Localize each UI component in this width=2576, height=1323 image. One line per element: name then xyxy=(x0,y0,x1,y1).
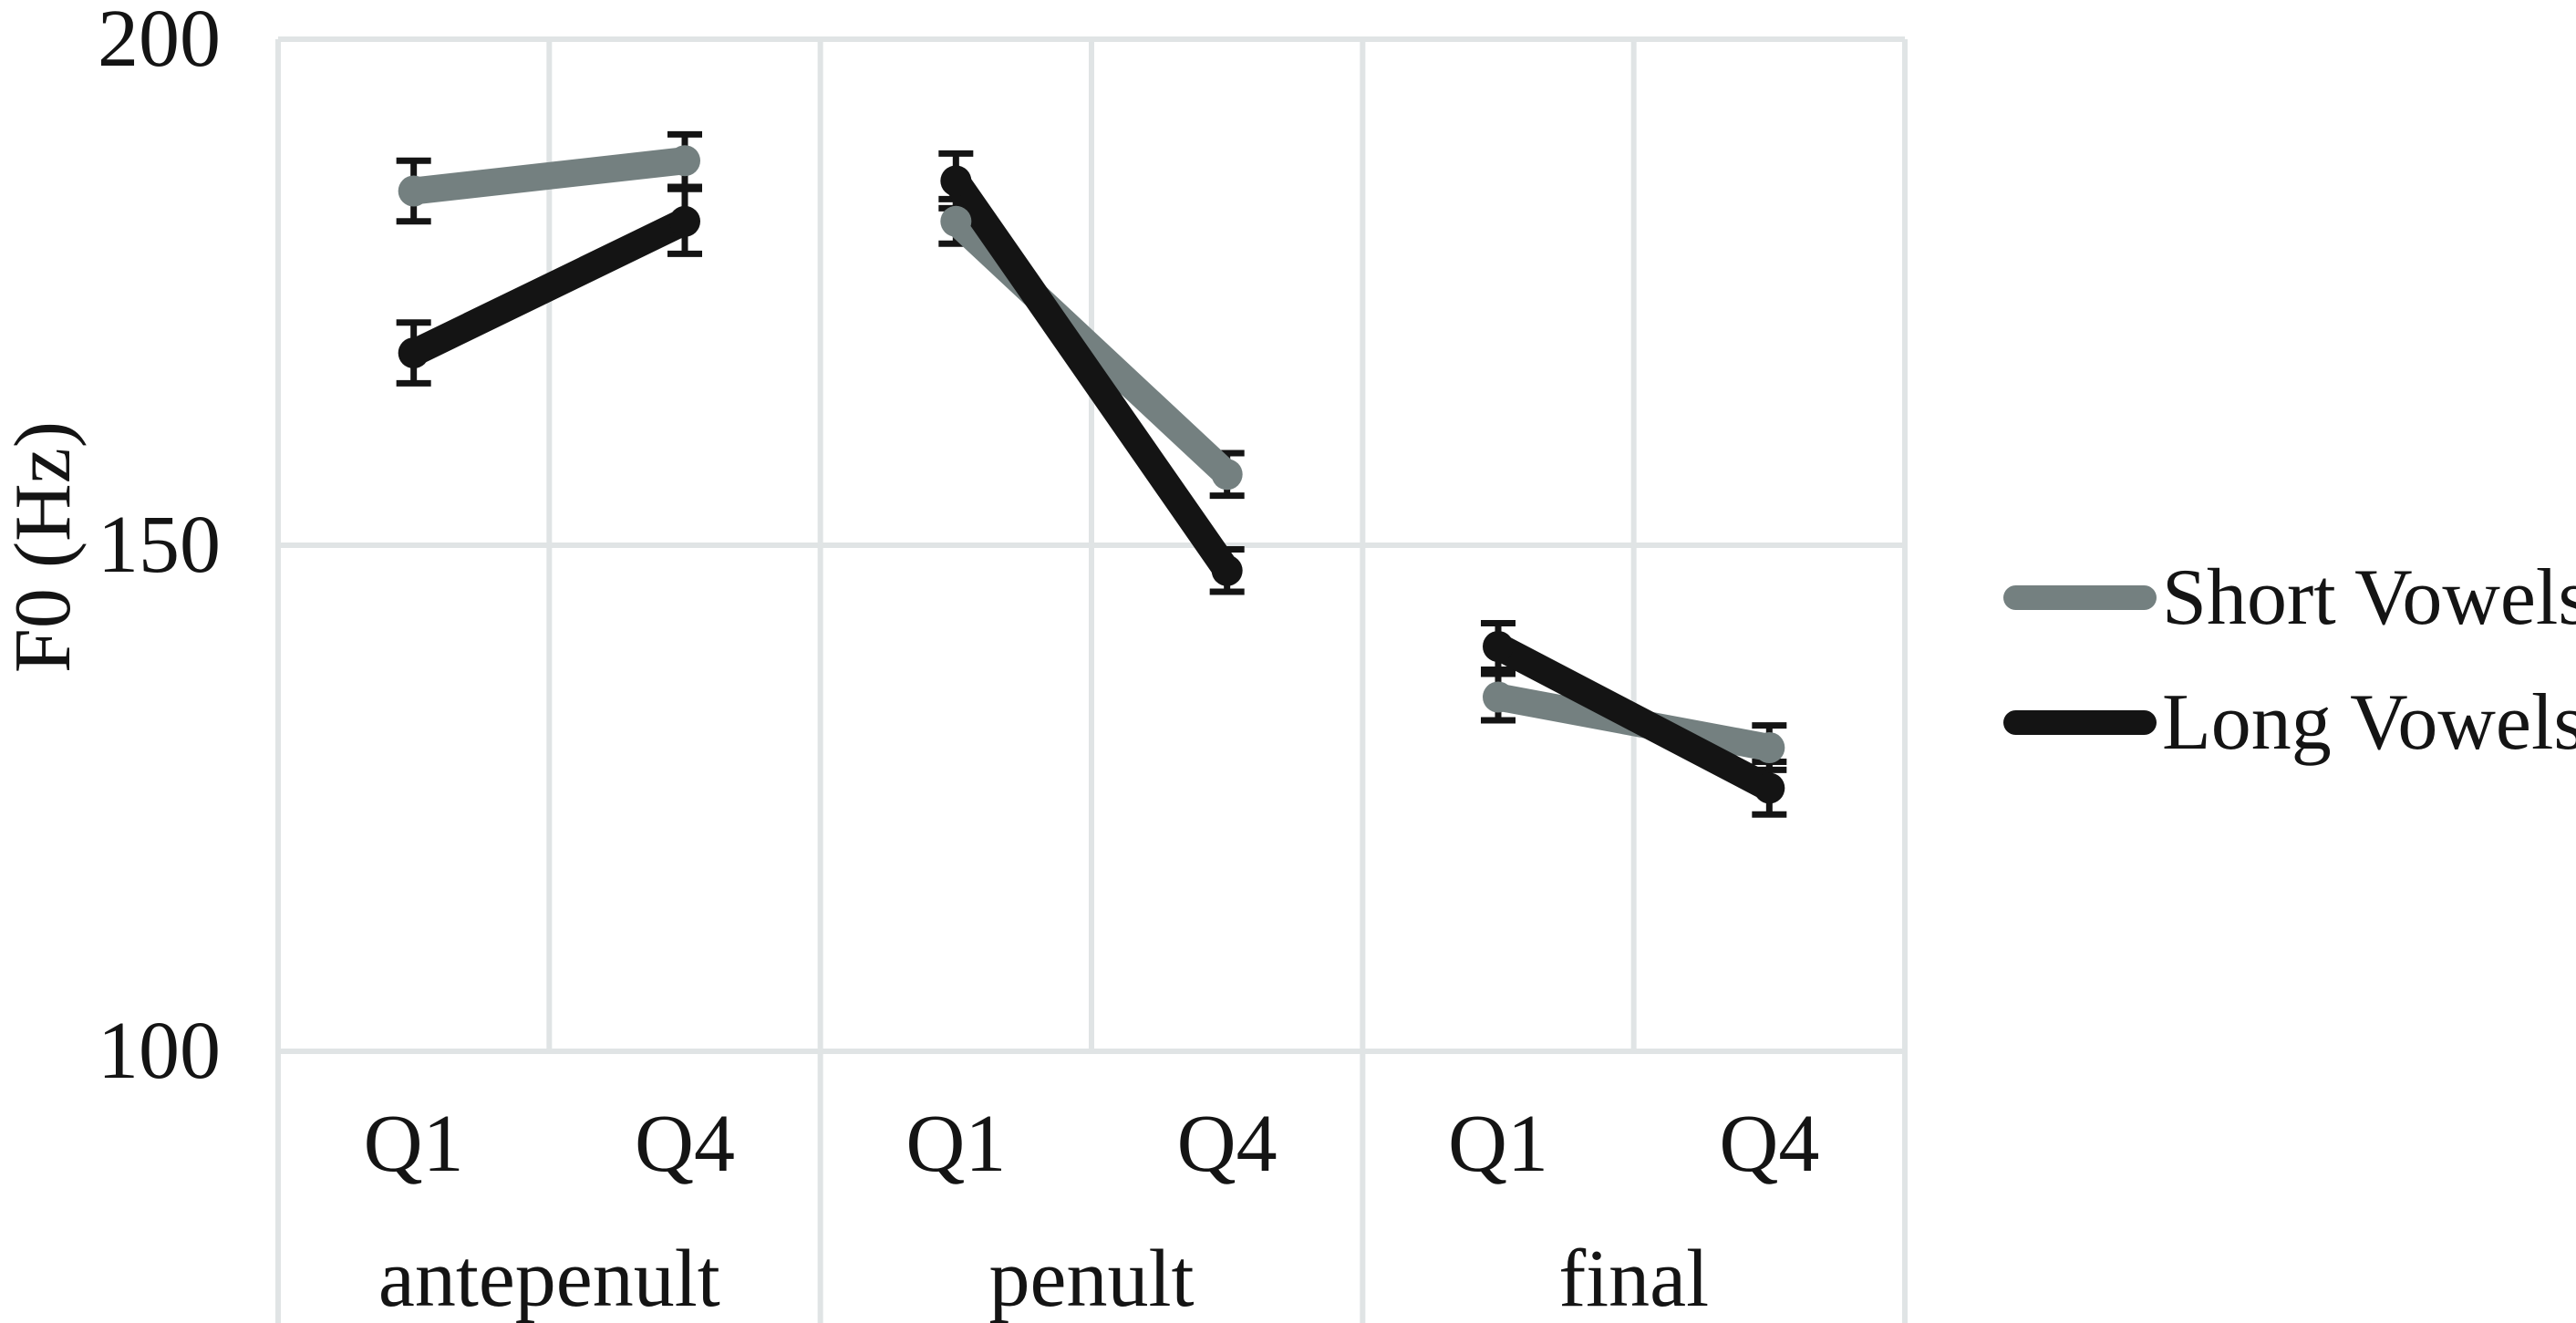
series-segment-long-vowels xyxy=(399,207,698,367)
data-point-short-vowels xyxy=(1754,732,1785,763)
data-point-short-vowels xyxy=(398,175,429,207)
series-segment-short-vowels xyxy=(399,147,698,205)
legend-swatch-icon xyxy=(2003,584,2157,610)
x-tick-label: Q1 xyxy=(905,1099,1007,1189)
series-segment-long-vowels xyxy=(942,167,1241,584)
data-point-long-vowels xyxy=(1483,631,1514,662)
x-group-label: final xyxy=(1558,1234,1710,1323)
data-point-short-vowels xyxy=(1483,681,1514,713)
data-point-long-vowels xyxy=(1754,772,1785,804)
x-tick-label: Q4 xyxy=(1719,1099,1820,1189)
x-tick-label: Q4 xyxy=(1176,1099,1278,1189)
legend-swatch-icon xyxy=(2003,709,2157,735)
data-point-long-vowels xyxy=(940,165,972,197)
series-segment-long-vowels xyxy=(1485,633,1784,802)
data-point-long-vowels xyxy=(1211,554,1243,586)
data-point-short-vowels xyxy=(940,205,972,237)
data-point-short-vowels xyxy=(1211,459,1243,491)
data-point-short-vowels xyxy=(669,145,700,177)
legend-label: Long Vowels xyxy=(2162,677,2576,767)
y-tick-label: 200 xyxy=(98,0,221,84)
x-tick-label: Q4 xyxy=(635,1099,735,1189)
legend-label: Short Vowels xyxy=(2162,553,2576,642)
y-tick-label: 100 xyxy=(98,1006,221,1096)
x-tick-label: Q1 xyxy=(363,1099,464,1189)
x-group-label: penult xyxy=(988,1234,1195,1323)
data-point-long-vowels xyxy=(398,337,429,369)
data-point-long-vowels xyxy=(669,205,700,237)
y-tick-label: 150 xyxy=(98,500,221,590)
legend-entry: Short Vowels xyxy=(2003,543,2576,652)
legend: Short Vowels Long Vowels xyxy=(2003,0,2576,1323)
legend-entry: Long Vowels xyxy=(2003,667,2576,777)
x-group-label: antepenult xyxy=(378,1234,720,1323)
x-tick-label: Q1 xyxy=(1448,1099,1548,1189)
